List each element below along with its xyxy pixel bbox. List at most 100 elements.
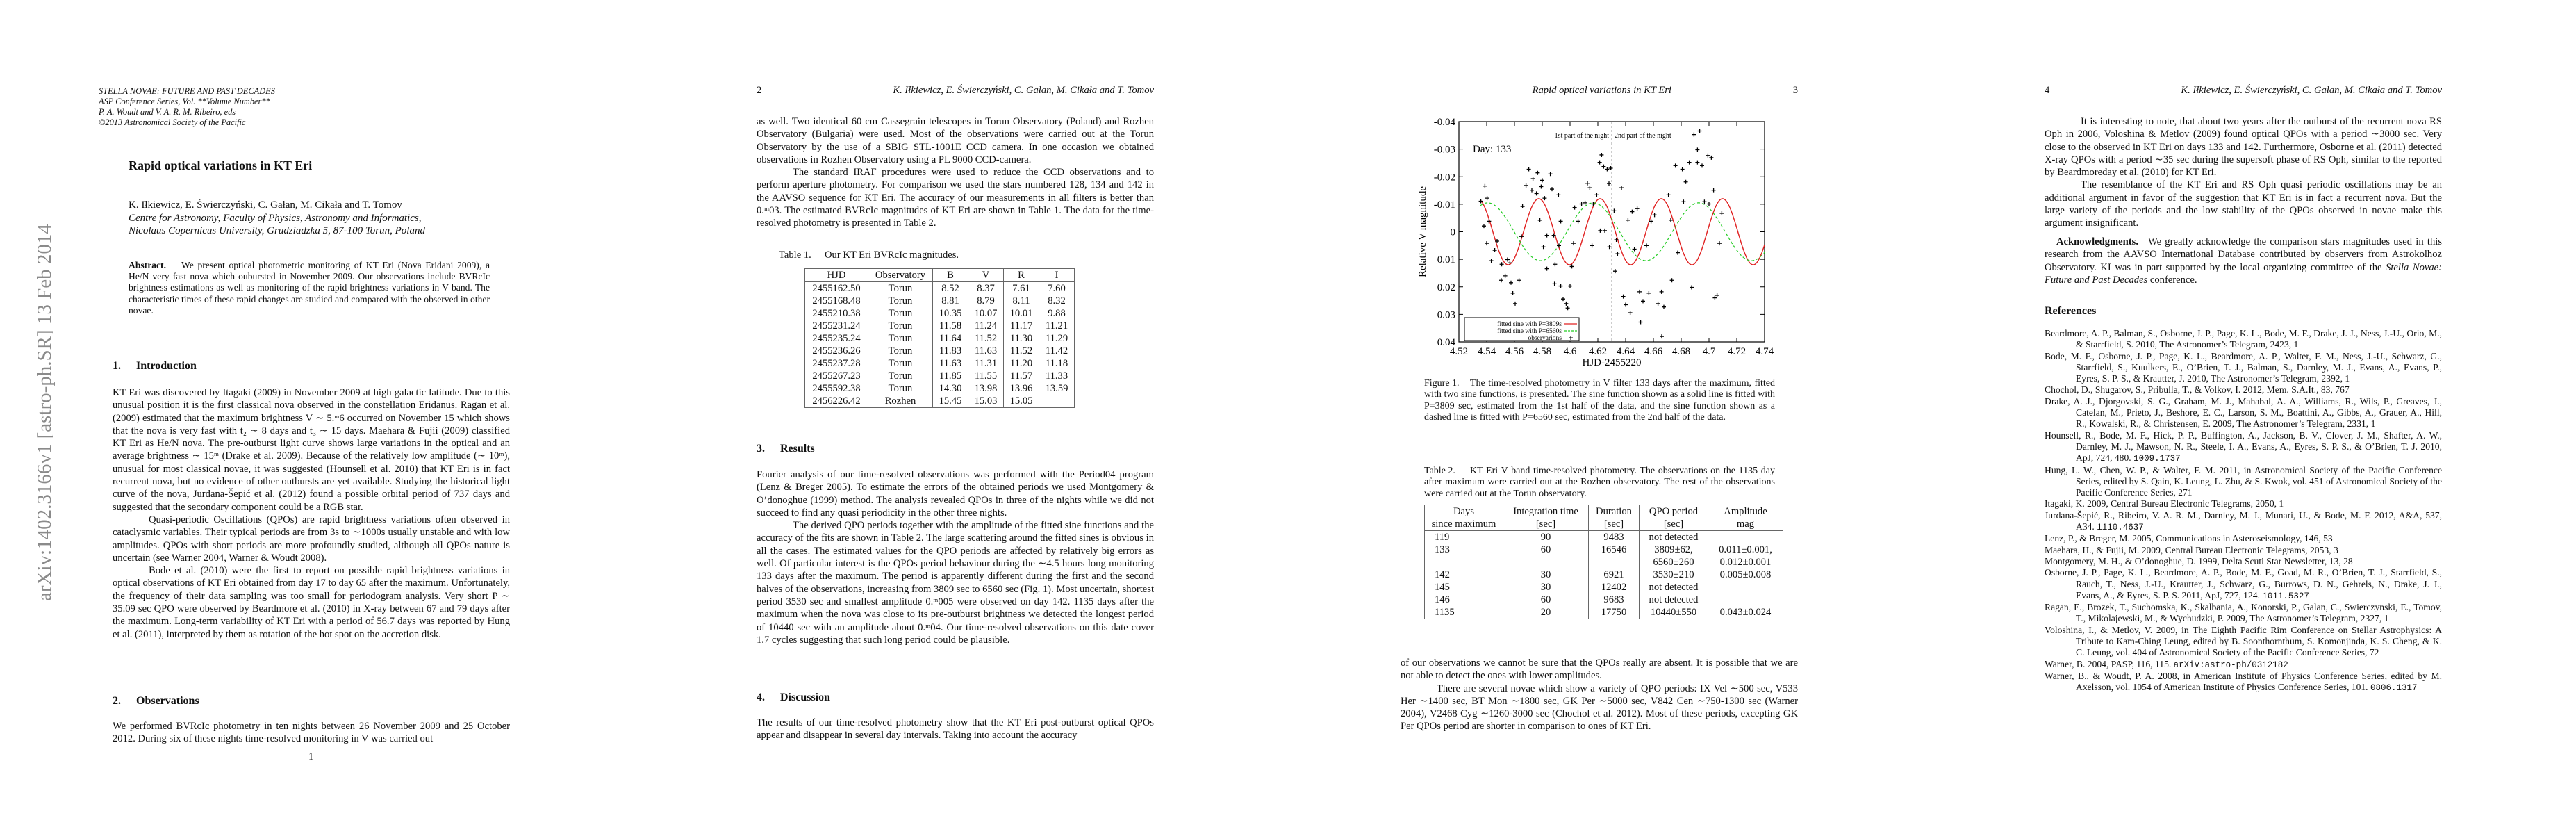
observation-point bbox=[1614, 237, 1619, 242]
table-cell: 2455267.23 bbox=[804, 370, 868, 382]
y-tick-label: 0.01 bbox=[1437, 254, 1455, 265]
observation-point bbox=[1687, 160, 1692, 165]
cell-line: not detected bbox=[1649, 582, 1699, 593]
table-row: 2455592.38 Torun 14.30 13.98 13.96 13.59 bbox=[804, 382, 1075, 395]
paragraph: as well. Two identical 60 cm Cassegrain … bbox=[757, 116, 1154, 165]
reference-text: Bode, M. F., Osborne, J. P., Page, K. L.… bbox=[2045, 350, 2442, 384]
table-row: 2456226.42 Rozhen 15.45 15.03 15.05 bbox=[804, 395, 1075, 408]
reference-text: Beardmore, A. P., Balman, S., Osborne, J… bbox=[2045, 328, 2442, 350]
table-row: 2455231.24 Torun 11.58 11.24 11.17 11.21 bbox=[804, 320, 1075, 332]
observation-point bbox=[1495, 238, 1499, 243]
table-cell: 7.61 bbox=[1003, 281, 1039, 295]
table-cell: 2455236.26 bbox=[804, 345, 868, 357]
table-cell: 30 bbox=[1503, 581, 1589, 594]
observation-point bbox=[1706, 153, 1710, 158]
table-cell bbox=[1708, 594, 1783, 606]
observation-point bbox=[1548, 172, 1553, 177]
observation-point bbox=[1585, 181, 1590, 186]
observation-point bbox=[1517, 278, 1521, 283]
observation-point bbox=[1605, 167, 1610, 172]
observation-point bbox=[1669, 278, 1674, 283]
table-cell: 11.18 bbox=[1039, 357, 1075, 370]
observation-point bbox=[1619, 186, 1624, 190]
observation-point bbox=[1621, 294, 1626, 299]
copyright: ©2013 Astronomical Society of the Pacifi… bbox=[99, 117, 246, 127]
reference-text: Osborne, J. P., Page, K. L., Beardmore, … bbox=[2045, 567, 2442, 600]
observation-point bbox=[1561, 297, 1565, 302]
page-2: 2 K. Iłkiewicz, E. Świerczyński, C. Gała… bbox=[644, 0, 1288, 834]
abstract: Abstract. We present optical photometric … bbox=[129, 260, 490, 316]
table-row: 2455235.24 Torun 11.64 11.52 11.30 11.29 bbox=[804, 332, 1075, 345]
table-cell: Torun bbox=[868, 332, 933, 345]
paragraph: Bode et al. (2010) were the first to rep… bbox=[113, 565, 510, 640]
table-cell: 3530±210 bbox=[1639, 569, 1708, 581]
observation-point bbox=[1482, 224, 1486, 229]
light-curve-chart: 4.52 4.54 4.56 4.58 4.6 4.62 4.64 4.66 4.68 4.7 4.… bbox=[1417, 117, 1774, 368]
discussion-body: The results of our time-resolved photome… bbox=[757, 717, 1154, 742]
reference-item: Drake, A. J., Djorgovski, S. G., Graham,… bbox=[2045, 396, 2442, 430]
table-cell: not detected bbox=[1639, 581, 1708, 594]
reference-item: Osborne, J. P., Page, K. L., Beardmore, … bbox=[2045, 567, 2442, 602]
table-cell: 14.30 bbox=[932, 382, 968, 395]
table-row: 142 30 6921 3530±210 0.005±0.008 bbox=[1424, 569, 1783, 581]
column-header: HJD bbox=[804, 268, 868, 282]
table-row: 133 60 16546 3809±62, 6560±260 0.011±0.001, 0.… bbox=[1424, 543, 1783, 569]
observation-point bbox=[1656, 301, 1660, 306]
observation-point bbox=[1587, 186, 1592, 190]
column-header: Days since maximum bbox=[1424, 505, 1503, 531]
header-line: Integration time bbox=[1513, 506, 1578, 517]
reference-text: Warner, B., & Woudt, P. A. 2008, in Amer… bbox=[2045, 670, 2442, 693]
observation-point bbox=[1509, 280, 1513, 285]
cell-line: 133 bbox=[1435, 544, 1450, 555]
y-tick-label: 0.04 bbox=[1437, 337, 1456, 348]
observation-point bbox=[1615, 252, 1620, 256]
table-cell: 13.98 bbox=[968, 382, 1004, 395]
running-head: K. Iłkiewicz, E. Świerczyński, C. Gałan,… bbox=[2181, 85, 2442, 96]
observation-point bbox=[1628, 310, 1633, 315]
reference-text: Montgomery, M. H., & O’donoghue, D. 1999… bbox=[2045, 555, 2353, 566]
cell-line: 6921 bbox=[1603, 569, 1624, 580]
legend-marker bbox=[1569, 336, 1573, 340]
observation-point bbox=[1637, 289, 1642, 294]
acknowledgments-text: We greatly acknowledge the comparison st… bbox=[2045, 236, 2442, 273]
header-line: QPO period bbox=[1649, 506, 1699, 517]
observation-point bbox=[1607, 245, 1612, 250]
observation-point bbox=[1478, 199, 1483, 204]
table1-caption: Table 1. Our KT Eri BVRcIc magnitudes. bbox=[779, 250, 959, 261]
y-tick-label: -0.04 bbox=[1434, 117, 1456, 128]
table-cell: 2455210.38 bbox=[804, 307, 868, 320]
table-cell: 0.011±0.001, 0.012±0.001 bbox=[1708, 543, 1783, 569]
header-line: [sec] bbox=[1535, 518, 1556, 530]
column-header: Integration time [sec] bbox=[1503, 505, 1589, 531]
table-cell: 11.52 bbox=[968, 332, 1004, 345]
legend-label: fitted sine with P=3809s bbox=[1497, 320, 1562, 328]
observation-point bbox=[1702, 199, 1707, 204]
x-tick-label: 4.74 bbox=[1756, 346, 1774, 357]
table-cell: 2456226.42 bbox=[804, 395, 868, 408]
caption-text: Our KT Eri BVRcIc magnitudes. bbox=[825, 250, 959, 261]
section-number: 4. bbox=[757, 692, 765, 703]
cell-line: 1135 bbox=[1435, 607, 1455, 618]
reference-item: Hung, L. W., Chen, W. P., & Walter, F. M… bbox=[2045, 465, 2442, 499]
cell-line: 3530±210 bbox=[1653, 569, 1694, 580]
observation-point bbox=[1579, 202, 1584, 206]
running-head: Rapid optical variations in KT Eri bbox=[1532, 85, 1671, 96]
paragraph: The derived QPO periods together with th… bbox=[757, 520, 1154, 646]
observation-point bbox=[1513, 301, 1517, 306]
observation-point bbox=[1550, 187, 1554, 192]
observation-point bbox=[1652, 213, 1657, 218]
table-cell: 10.01 bbox=[1003, 307, 1039, 320]
table-cell: Torun bbox=[868, 382, 933, 395]
observation-point bbox=[1489, 259, 1494, 263]
header-line: Amplitude bbox=[1724, 506, 1767, 517]
column-header: QPO period [sec] bbox=[1639, 505, 1708, 531]
cell-line: 17750 bbox=[1601, 607, 1627, 618]
section-title: Discussion bbox=[780, 692, 831, 703]
observation-point bbox=[1551, 233, 1556, 238]
observation-point bbox=[1613, 269, 1617, 274]
table-cell: 60 bbox=[1503, 594, 1589, 606]
table-cell: Torun bbox=[868, 345, 933, 357]
table-cell bbox=[1039, 395, 1075, 408]
reference-arxiv-id: 1110.4637 bbox=[2097, 523, 2144, 533]
observation-point bbox=[1641, 299, 1645, 304]
